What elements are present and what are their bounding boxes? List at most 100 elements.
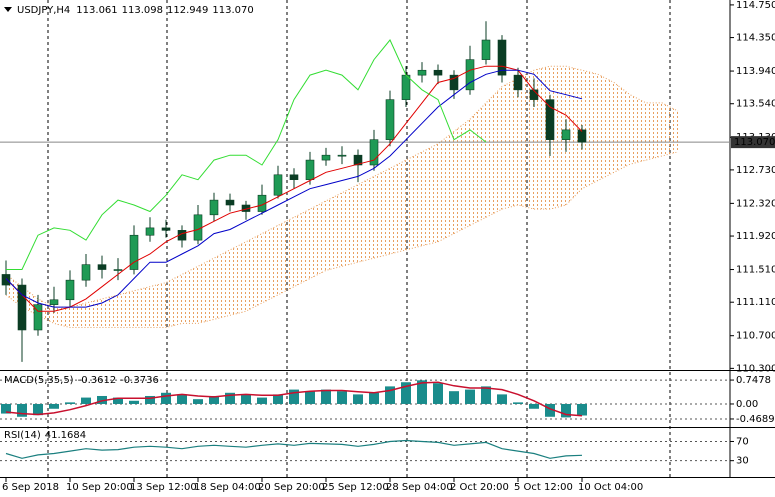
candle-body xyxy=(209,199,219,216)
macd-bar xyxy=(417,380,427,404)
macd-bar xyxy=(225,392,235,404)
y-tick-label: 0.00 xyxy=(736,399,758,410)
y-tick-label: 111.110 xyxy=(736,297,775,308)
macd-bar xyxy=(33,403,43,416)
signal-line xyxy=(5,381,583,417)
macd-bar xyxy=(497,394,507,404)
macd-bar xyxy=(129,400,139,404)
open: 113.061 xyxy=(76,5,117,16)
last-price-label: 113.070 xyxy=(734,137,775,148)
candle-body xyxy=(513,74,523,91)
close: 113.070 xyxy=(212,5,253,16)
candle-body xyxy=(417,69,427,76)
rsi-line xyxy=(5,439,583,459)
candle-body xyxy=(433,69,443,76)
candle-body xyxy=(113,269,123,271)
x-tick-label: 2 Oct 20:00 xyxy=(450,482,509,493)
x-tick-label: 10 Sep 20:00 xyxy=(66,482,133,493)
candle-body xyxy=(49,299,59,305)
macd-bar xyxy=(209,395,219,404)
macd-bar xyxy=(465,389,475,404)
y-tick-label: 112.320 xyxy=(736,198,775,209)
macd-main: -0.3612 xyxy=(78,375,117,386)
macd-bar xyxy=(337,391,347,404)
candle-body xyxy=(81,264,91,281)
candle-body xyxy=(289,174,299,180)
y-tick-label: 0.7478 xyxy=(736,375,771,386)
high: 113.098 xyxy=(122,5,163,16)
macd-bar xyxy=(321,389,331,404)
symbol: USDJPY,H4 xyxy=(17,5,70,16)
macd-title: MACD(5,35,5) xyxy=(4,375,74,386)
macd-signal: -0.3736 xyxy=(120,375,159,386)
macd-bar xyxy=(433,383,443,404)
low: 112.949 xyxy=(167,5,208,16)
y-tick-label: 112.730 xyxy=(736,165,775,176)
x-tick-label: 25 Sep 12:00 xyxy=(322,482,389,493)
candle-body xyxy=(273,174,283,196)
macd-bar xyxy=(401,382,411,404)
candle-body xyxy=(401,74,411,100)
macd-bar xyxy=(353,394,363,404)
macd-header: MACD(5,35,5) -0.3612 -0.3736 xyxy=(4,375,159,386)
macd-bar xyxy=(257,397,267,404)
y-tick-label: 113.940 xyxy=(736,66,775,77)
y-tick-label: -0.4689 xyxy=(736,414,775,425)
candle-body xyxy=(161,227,171,231)
candle-body xyxy=(337,154,347,157)
candle-body xyxy=(369,139,379,166)
candle-body xyxy=(17,284,27,331)
candle-body xyxy=(305,159,315,180)
macd-bar xyxy=(177,394,187,404)
macd-bar xyxy=(545,403,555,417)
macd-bar xyxy=(193,399,203,404)
candle-body xyxy=(465,59,475,91)
candle-body xyxy=(129,234,139,270)
macd-bar xyxy=(273,394,283,404)
candle-body xyxy=(225,199,235,206)
macd-bar xyxy=(1,403,11,414)
x-tick-label: 6 Sep 2018 xyxy=(2,482,59,493)
macd-bar xyxy=(81,397,91,404)
candle-body xyxy=(561,129,571,140)
y-tick-label: 111.510 xyxy=(736,265,775,276)
x-tick-label: 28 Sep 04:00 xyxy=(386,482,453,493)
macd-bar xyxy=(481,386,491,404)
macd-bar xyxy=(161,392,171,404)
candle-body xyxy=(577,129,587,143)
macd-bar xyxy=(449,391,459,404)
macd-bar xyxy=(385,386,395,404)
y-tick-label: 114.350 xyxy=(736,33,775,44)
menu-triangle xyxy=(4,7,12,12)
macd-bar xyxy=(529,403,539,409)
macd-bar xyxy=(513,402,523,404)
candle-body xyxy=(65,279,75,301)
cloud-fill xyxy=(6,66,678,328)
candle-body xyxy=(385,99,395,140)
rsi-header: RSI(14) 41.1684 xyxy=(4,430,86,441)
x-tick-label: 18 Sep 04:00 xyxy=(194,482,261,493)
x-tick-label: 20 Sep 20:00 xyxy=(258,482,325,493)
y-tick-label: 110.700 xyxy=(736,331,775,342)
candle-body xyxy=(449,74,459,91)
macd-bar xyxy=(17,403,27,417)
macd-bar xyxy=(97,395,107,404)
indicator-line xyxy=(6,39,487,270)
rsi-title: RSI(14) xyxy=(4,430,41,441)
y-tick-label: 111.920 xyxy=(736,231,775,242)
candle-body xyxy=(1,274,11,286)
macd-bar xyxy=(561,403,571,418)
y-tick-label: 70 xyxy=(736,436,749,447)
macd-bar xyxy=(577,403,587,416)
macd-bar xyxy=(289,389,299,404)
indicator-line xyxy=(5,65,583,312)
candle-body xyxy=(193,214,203,241)
price-panel xyxy=(0,21,730,362)
x-tick-label: 5 Oct 12:00 xyxy=(514,482,573,493)
candle-body xyxy=(353,154,363,166)
macd-bar xyxy=(65,402,75,404)
candle-body xyxy=(481,39,491,60)
x-tick-label: 10 Oct 04:00 xyxy=(578,482,643,493)
indicator-line xyxy=(5,69,583,308)
